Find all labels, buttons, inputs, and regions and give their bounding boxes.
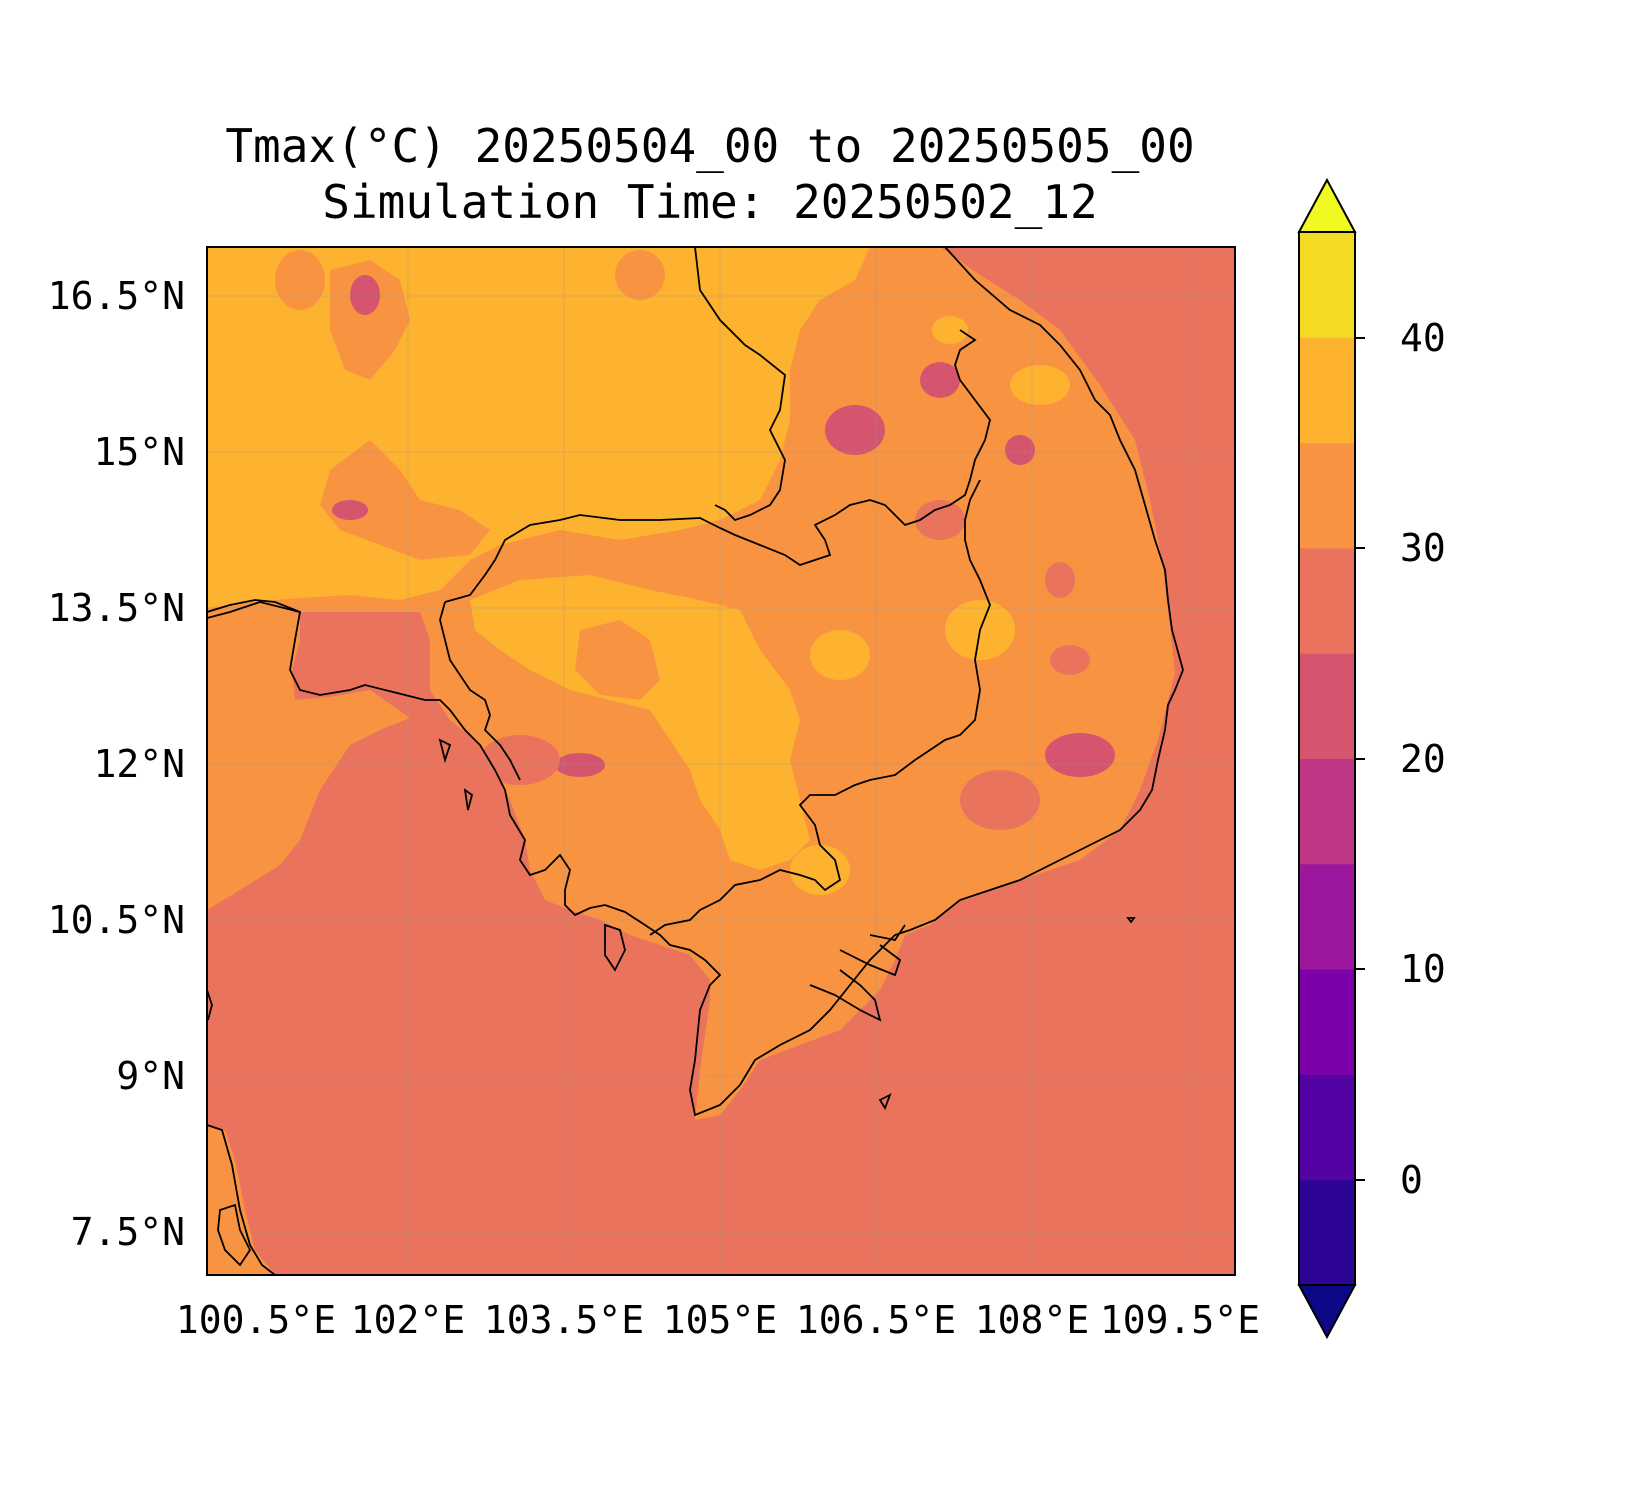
mekong-channel: [809, 969, 882, 1022]
colorbar-segment: [1299, 547, 1355, 654]
mekong-channel: [869, 924, 906, 942]
colorbar-segment: [1299, 758, 1355, 865]
cool-patch: [332, 500, 368, 520]
island-small: [1126, 917, 1136, 924]
colorbar-tick-label: 20: [1400, 737, 1446, 781]
colorbar-tick-label: 0: [1400, 1158, 1423, 1202]
island-small: [878, 1093, 892, 1111]
title-line-1: Tmax(°C) 20250504_00 to 20250505_00: [225, 119, 1195, 173]
island-gulf: [463, 788, 474, 811]
warm-patch-cambodia: [575, 620, 660, 700]
warm-patch-thailand: [320, 440, 490, 560]
colorbar-segment: [1299, 337, 1355, 444]
colorbar-tick-label: 30: [1400, 526, 1446, 570]
lat-tick-label: 9°N: [116, 1054, 185, 1098]
gridlines: [207, 247, 1235, 1275]
colorbar-segments: [1299, 232, 1355, 1286]
hot-patch: [932, 316, 968, 344]
map-frame: [206, 246, 1236, 1276]
mild-patch: [915, 500, 965, 540]
cool-patch: [825, 405, 885, 455]
land-hot-region-cambodia: [470, 575, 810, 870]
title-line-2: Simulation Time: 20250502_12: [322, 175, 1098, 229]
lon-tick-label: 106.5°E: [795, 1298, 957, 1342]
malay-peninsula-land: [207, 1125, 275, 1275]
colorbar-segment: [1299, 442, 1355, 549]
island-malay: [217, 1203, 252, 1267]
border-laos-thailand: [694, 247, 786, 522]
hot-patch: [790, 845, 850, 895]
mild-patch: [1050, 645, 1090, 675]
colorbar-segment: [1299, 232, 1355, 338]
border-cambodia-vietnam: [649, 479, 991, 936]
lon-tick-label: 100.5°E: [175, 1298, 337, 1342]
warm-patch-north: [330, 260, 410, 380]
border-thailand-cambodia-south: [439, 601, 521, 781]
lat-tick-label: 12°N: [93, 742, 185, 786]
border-thailand-myanmar: [207, 599, 301, 613]
mild-patch: [1045, 562, 1075, 598]
map-panel: [207, 247, 1235, 1275]
thailand-coast-warm-region: [207, 605, 410, 910]
warm-patch: [615, 250, 665, 300]
colorbar-segment: [1299, 1074, 1355, 1181]
colorbar: [1297, 177, 1365, 1340]
lat-tick-label: 15°N: [93, 430, 185, 474]
hot-patch: [810, 630, 870, 680]
lon-tick-label: 109.5°E: [1099, 1298, 1261, 1342]
cool-patch: [555, 753, 605, 777]
colorbar-tick-label: 10: [1400, 947, 1446, 991]
island-phu-quoc: [604, 923, 626, 972]
colorbar-segment: [1299, 863, 1355, 970]
colorbar-segment: [1299, 653, 1355, 759]
cool-patch: [920, 362, 960, 398]
mekong-channel: [839, 944, 902, 977]
island-gulf: [438, 738, 452, 764]
lon-tick-label: 103.5°E: [483, 1298, 645, 1342]
mild-patch: [480, 735, 560, 785]
lat-tick-label: 10.5°N: [47, 898, 185, 942]
cool-patch: [350, 275, 380, 315]
colorbar-tick-label: 40: [1400, 316, 1446, 360]
cool-patch: [1045, 733, 1115, 777]
warm-patch: [275, 250, 325, 310]
colorbar-segment: [1299, 969, 1355, 1075]
border-thailand-cambodia: [444, 329, 991, 603]
colorbar-ticks: [1355, 337, 1365, 1181]
colorbar-extend-max: [1297, 177, 1357, 233]
coastlines-borders: [207, 247, 1184, 1275]
cool-patch: [1005, 435, 1035, 465]
lat-tick-label: 16.5°N: [47, 274, 185, 318]
hot-patch: [1010, 365, 1070, 405]
coastline-east: [207, 247, 1184, 1117]
lat-tick-label: 7.5°N: [70, 1210, 185, 1254]
lat-tick-label: 13.5°N: [47, 586, 185, 630]
colorbar-extend-min: [1297, 1284, 1357, 1340]
lon-tick-label: 102°E: [350, 1298, 466, 1342]
colorbar-segment: [1299, 1179, 1355, 1286]
lon-tick-label: 108°E: [974, 1298, 1090, 1342]
lon-tick-label: 105°E: [662, 1298, 778, 1342]
coastline-malay: [207, 1124, 276, 1275]
coast-left-edge: [207, 989, 213, 1021]
mild-patch: [960, 770, 1040, 830]
